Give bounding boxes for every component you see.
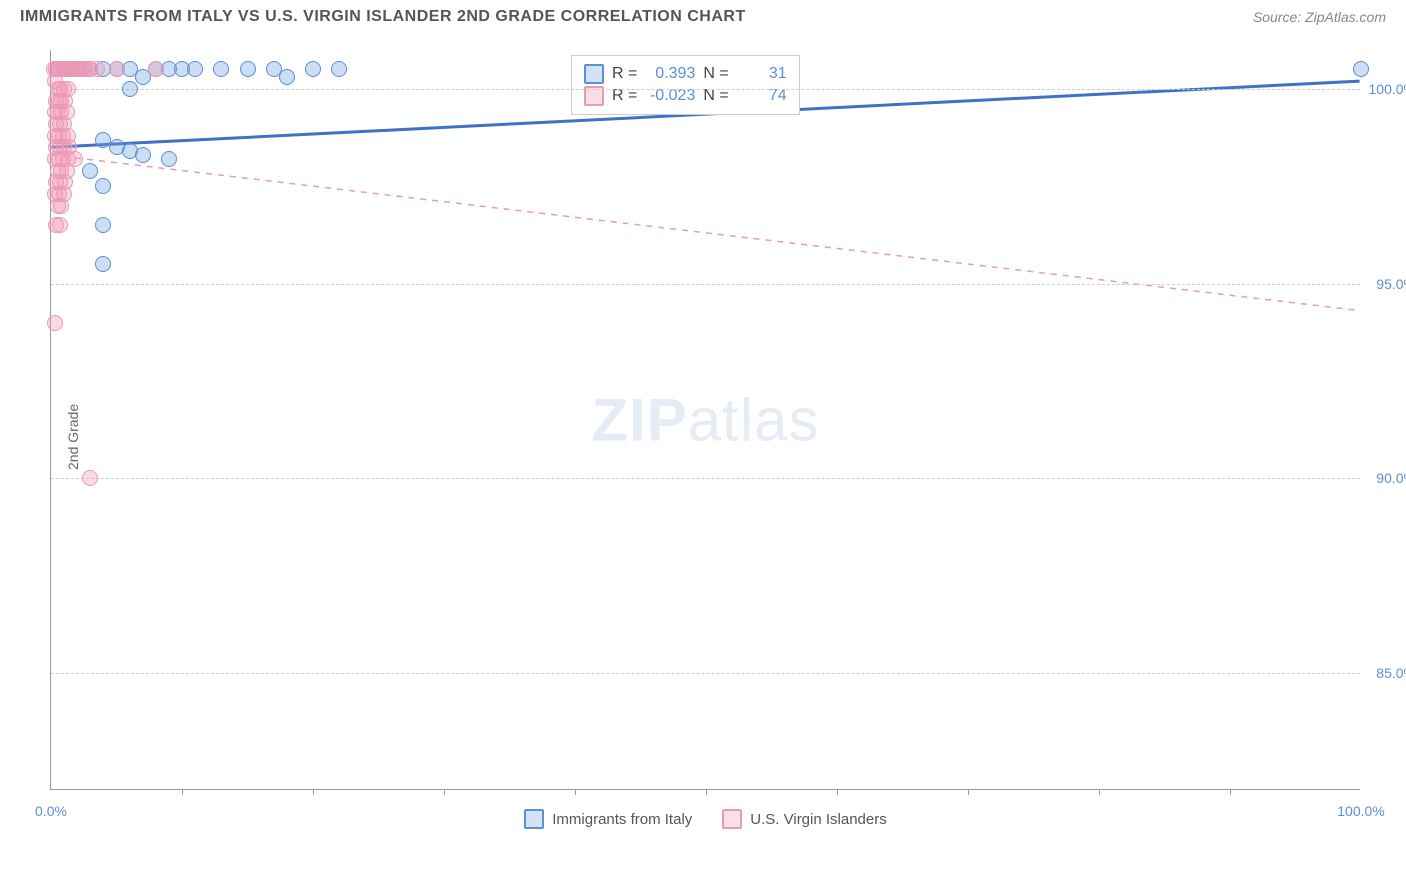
data-point [53,198,69,214]
swatch-pink-icon [722,809,742,829]
legend-item: U.S. Virgin Islanders [722,809,886,829]
data-point [82,470,98,486]
source-label: Source: ZipAtlas.com [1253,9,1386,25]
data-point [52,217,68,233]
data-point [47,315,63,331]
trend-line [51,155,1359,311]
legend-item: Immigrants from Italy [524,809,692,829]
data-point [305,61,321,77]
header: IMMIGRANTS FROM ITALY VS U.S. VIRGIN ISL… [0,0,1406,34]
x-tick [1230,789,1231,795]
data-point [187,61,203,77]
chart-area: 2nd Grade ZIPatlas R = 0.393 N = 31 R = … [50,50,1380,830]
data-point [161,151,177,167]
x-tick [575,789,576,795]
x-tick [182,789,183,795]
x-tick [706,789,707,795]
trend-lines [51,50,1360,789]
x-tick-label: 0.0% [35,803,67,819]
watermark: ZIPatlas [591,385,819,454]
data-point [148,61,164,77]
data-point [109,61,125,77]
n-value: 31 [737,65,787,83]
y-tick-label: 95.0% [1372,274,1406,294]
x-tick [313,789,314,795]
data-point [240,61,256,77]
swatch-blue-icon [524,809,544,829]
y-tick-label: 90.0% [1372,468,1406,488]
y-tick-label: 100.0% [1365,79,1406,99]
plot-region: ZIPatlas R = 0.393 N = 31 R = -0.023 N =… [50,50,1360,790]
x-tick [1099,789,1100,795]
data-point [95,217,111,233]
x-tick [968,789,969,795]
data-point [95,256,111,272]
r-value: 0.393 [645,65,695,83]
x-tick [444,789,445,795]
stats-legend: R = 0.393 N = 31 R = -0.023 N = 74 [571,55,800,115]
chart-title: IMMIGRANTS FROM ITALY VS U.S. VIRGIN ISL… [20,8,746,26]
data-point [135,147,151,163]
gridline [51,673,1360,674]
x-tick-label: 100.0% [1337,803,1384,819]
series-legend: Immigrants from Italy U.S. Virgin Island… [51,809,1360,829]
swatch-blue-icon [584,64,604,84]
data-point [122,81,138,97]
data-point [95,178,111,194]
data-point [279,69,295,85]
x-tick [837,789,838,795]
data-point [331,61,347,77]
data-point [213,61,229,77]
gridline [51,89,1360,90]
data-point [89,61,105,77]
legend-row: R = 0.393 N = 31 [584,64,787,84]
gridline [51,284,1360,285]
gridline [51,478,1360,479]
data-point [1353,61,1369,77]
data-point [82,163,98,179]
y-tick-label: 85.0% [1372,663,1406,683]
